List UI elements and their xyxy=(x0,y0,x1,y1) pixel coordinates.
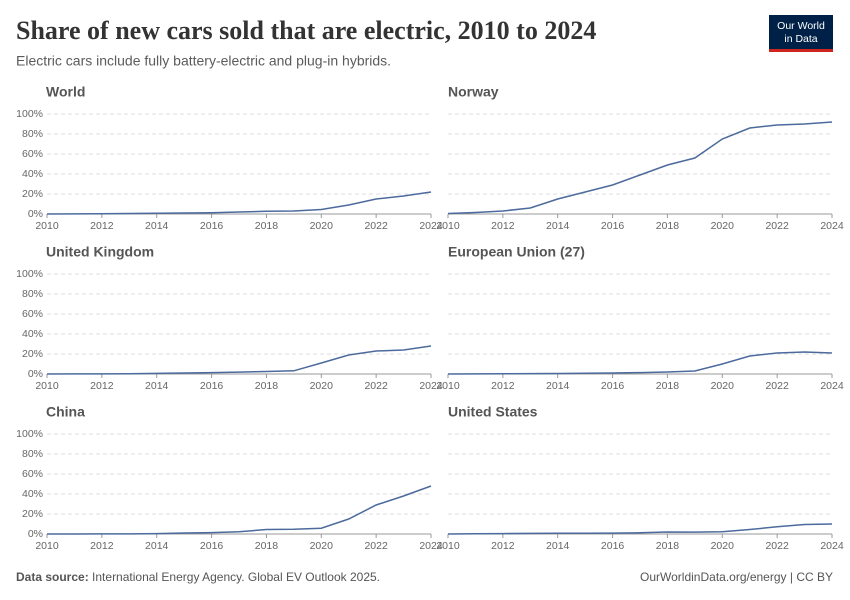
x-tick-label: 2014 xyxy=(546,540,570,552)
x-tick-label: 2014 xyxy=(145,220,169,232)
y-tick-label: 100% xyxy=(16,268,43,280)
x-tick-label: 2018 xyxy=(255,380,279,392)
x-tick-label: 2018 xyxy=(656,380,680,392)
logo[interactable]: Our World in Data xyxy=(769,15,833,52)
x-tick-label: 2022 xyxy=(364,540,388,552)
source-label: Data source: xyxy=(16,570,89,584)
x-tick-label: 2016 xyxy=(200,380,224,392)
y-tick-label: 80% xyxy=(22,128,43,140)
x-tick-label: 2022 xyxy=(364,380,388,392)
x-tick-label: 2018 xyxy=(656,220,680,232)
x-tick-label: 2022 xyxy=(765,220,789,232)
x-tick-label: 2020 xyxy=(711,540,735,552)
x-tick-label: 2012 xyxy=(90,380,114,392)
y-tick-label: 40% xyxy=(22,328,43,340)
x-tick-label: 2016 xyxy=(200,220,224,232)
x-tick-label: 2010 xyxy=(35,380,59,392)
panel-title: China xyxy=(46,404,85,420)
x-tick-label: 2012 xyxy=(491,220,515,232)
y-tick-label: 0% xyxy=(28,208,43,220)
chart-title: Share of new cars sold that are electric… xyxy=(16,16,596,45)
y-tick-label: 20% xyxy=(22,508,43,520)
x-tick-label: 2010 xyxy=(436,380,460,392)
panel-title: World xyxy=(46,84,85,100)
x-tick-label: 2010 xyxy=(436,220,460,232)
x-tick-label: 2014 xyxy=(546,380,570,392)
y-tick-label: 20% xyxy=(22,188,43,200)
panel-title: United Kingdom xyxy=(46,244,154,260)
logo-bar xyxy=(769,49,833,52)
x-tick-label: 2014 xyxy=(546,220,570,232)
source: Data source: International Energy Agency… xyxy=(16,570,380,584)
x-tick-label: 2020 xyxy=(711,380,735,392)
y-tick-label: 100% xyxy=(16,108,43,120)
y-tick-label: 40% xyxy=(22,488,43,500)
series-line xyxy=(447,121,833,215)
x-tick-label: 2024 xyxy=(419,540,443,552)
x-tick-label: 2024 xyxy=(419,380,443,392)
y-tick-label: 80% xyxy=(22,288,43,300)
y-tick-label: 60% xyxy=(22,148,43,160)
x-tick-label: 2018 xyxy=(255,220,279,232)
x-tick-label: 2022 xyxy=(765,380,789,392)
x-tick-label: 2012 xyxy=(491,380,515,392)
y-tick-label: 0% xyxy=(28,528,43,540)
x-tick-label: 2012 xyxy=(90,540,114,552)
panel-title: United States xyxy=(448,404,538,420)
y-tick-label: 0% xyxy=(28,368,43,380)
y-tick-label: 60% xyxy=(22,468,43,480)
y-tick-label: 40% xyxy=(22,168,43,180)
credit[interactable]: OurWorldinData.org/energy | CC BY xyxy=(640,570,833,584)
logo-box xyxy=(769,15,833,49)
y-tick-label: 60% xyxy=(22,308,43,320)
x-tick-label: 2020 xyxy=(310,540,334,552)
x-tick-label: 2018 xyxy=(255,540,279,552)
x-tick-label: 2016 xyxy=(601,540,625,552)
y-tick-label: 20% xyxy=(22,348,43,360)
x-tick-label: 2024 xyxy=(820,540,844,552)
x-tick-label: 2024 xyxy=(820,380,844,392)
panel-title: European Union (27) xyxy=(448,244,585,260)
x-tick-label: 2016 xyxy=(200,540,224,552)
x-tick-label: 2010 xyxy=(436,540,460,552)
x-tick-label: 2020 xyxy=(711,220,735,232)
x-tick-label: 2024 xyxy=(820,220,844,232)
x-tick-label: 2022 xyxy=(765,540,789,552)
y-tick-label: 100% xyxy=(16,428,43,440)
x-tick-label: 2016 xyxy=(601,380,625,392)
series-line xyxy=(47,485,432,535)
x-tick-label: 2010 xyxy=(35,540,59,552)
x-tick-label: 2016 xyxy=(601,220,625,232)
x-tick-label: 2024 xyxy=(419,220,443,232)
series-line xyxy=(46,191,432,215)
source-text: International Energy Agency. Global EV O… xyxy=(92,570,380,584)
x-tick-label: 2018 xyxy=(656,540,680,552)
subtitle: Electric cars include fully battery-elec… xyxy=(16,53,391,69)
x-tick-label: 2012 xyxy=(491,540,515,552)
series-line xyxy=(46,345,432,375)
series-line xyxy=(447,351,833,375)
logo-text: Our World xyxy=(777,20,825,32)
panel-title: Norway xyxy=(448,84,499,100)
y-tick-label: 80% xyxy=(22,448,43,460)
x-tick-label: 2014 xyxy=(145,540,169,552)
x-tick-label: 2010 xyxy=(35,220,59,232)
x-tick-label: 2014 xyxy=(145,380,169,392)
logo-text: in Data xyxy=(784,33,817,45)
x-tick-label: 2020 xyxy=(310,220,334,232)
x-tick-label: 2022 xyxy=(364,220,388,232)
x-tick-label: 2012 xyxy=(90,220,114,232)
series-line xyxy=(447,523,833,535)
x-tick-label: 2020 xyxy=(310,380,334,392)
